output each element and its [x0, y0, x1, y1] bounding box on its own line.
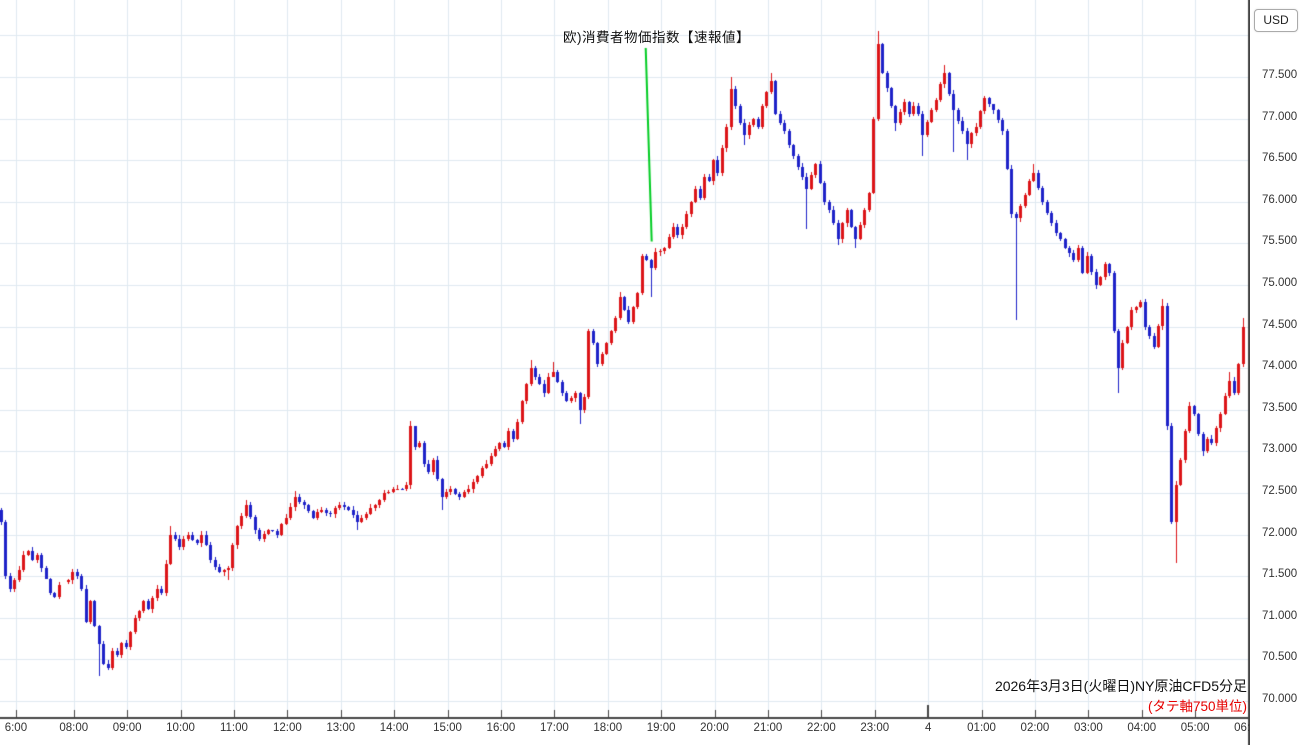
y-axis-label: 76.000: [1262, 193, 1298, 206]
x-axis-label: 01:00: [967, 722, 996, 734]
y-axis-panel: USD 77.500 77.000 76.500 76.000 75.500 75.000…: [1250, 0, 1300, 745]
x-axis-label: 04:00: [1127, 722, 1157, 734]
x-axis-label: 10:00: [166, 722, 195, 734]
x-axis-label: 6:00: [4, 722, 28, 734]
axis-scale-note: (タテ軸750単位): [1147, 699, 1247, 714]
x-axis-labels: 6:00 08:00 09:00 10:00 11:00 12:00 13:00 14:00 1…: [0, 722, 1252, 742]
x-axis-label: 18:00: [593, 722, 623, 734]
chart-title-date: 2026年3月3日(火曜日)NY原油CFD5分足: [994, 678, 1247, 694]
x-axis-label: 06:00: [1234, 722, 1252, 734]
x-axis-label: 13:00: [326, 722, 356, 734]
y-axis-label: 70.500: [1262, 651, 1298, 664]
x-axis-label: 22:00: [806, 722, 836, 734]
y-axis-label: 71.000: [1262, 609, 1298, 622]
x-axis-label: 08:00: [59, 722, 89, 734]
x-axis-label: 03:00: [1073, 722, 1103, 734]
x-axis-label: 12:00: [272, 722, 302, 734]
x-axis-label: 23:00: [860, 722, 890, 734]
y-axis-label: 73.000: [1262, 443, 1298, 456]
y-axis-label: 72.000: [1262, 526, 1298, 539]
y-axis-label: 77.000: [1262, 110, 1298, 123]
x-axis-label: 17:00: [539, 722, 569, 734]
y-axis-label: 74.000: [1262, 360, 1298, 373]
x-axis-label: 15:00: [433, 722, 462, 734]
x-axis-label: 19:00: [646, 722, 676, 734]
x-axis-label: 05:00: [1180, 722, 1210, 734]
x-axis-label: 02:00: [1020, 722, 1050, 734]
x-axis-label: 14:00: [379, 722, 409, 734]
event-annotation-label: 欧)消費者物価指数【速報値】: [563, 30, 750, 45]
y-axis-label: 71.500: [1262, 568, 1298, 581]
x-axis-label: 21:00: [753, 722, 783, 734]
x-axis-label: 20:00: [700, 722, 729, 734]
y-axis-label: 76.500: [1262, 152, 1298, 165]
y-axis-label: 74.500: [1262, 318, 1298, 331]
y-axis-label: 77.500: [1262, 69, 1298, 81]
x-axis-label: 11:00: [219, 722, 248, 734]
x-axis-label: 4: [924, 722, 932, 734]
y-axis-label: 75.500: [1262, 235, 1298, 248]
y-axis-label: 75.000: [1262, 277, 1298, 289]
y-axis-label: 73.500: [1262, 401, 1298, 414]
y-axis-label: 72.500: [1262, 485, 1298, 497]
y-axis-label: 70.000: [1262, 693, 1298, 705]
x-axis-label: 16:00: [486, 722, 516, 734]
x-axis-label: 09:00: [112, 722, 142, 734]
currency-unit-button[interactable]: USD: [1254, 9, 1298, 32]
